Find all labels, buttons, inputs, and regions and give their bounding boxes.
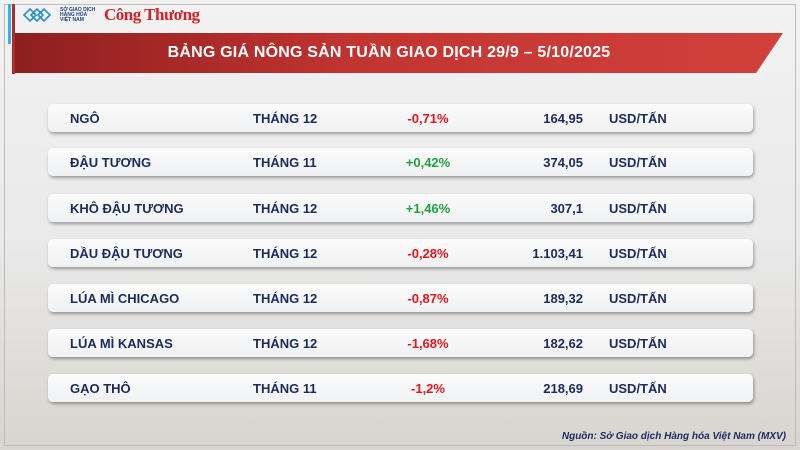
commodity-name: GẠO THÔ [70, 381, 131, 396]
price-change: -0,28% [407, 246, 449, 261]
title-banner: BẢNG GIÁ NÔNG SẢN TUẦN GIAO DỊCH 29/9 – … [15, 33, 783, 73]
price-change: +0,42% [405, 155, 451, 170]
price-change: -1,2% [411, 381, 445, 396]
header-logos: SỞ GIAO DỊCH HÀNG HÓA VIỆT NAM Công Thươ… [22, 5, 200, 25]
contract-month: THÁNG 11 [253, 155, 317, 170]
decor-stripe-blue [8, 4, 11, 44]
table-row: GẠO THÔ THÁNG 11 -1,2% 218,69 USD/TẤN [48, 374, 753, 402]
price-unit: USD/TẤN [609, 336, 667, 351]
price-change: -1,68% [407, 336, 449, 351]
price-unit: USD/TẤN [609, 381, 667, 396]
commodity-name: LÚA MÌ CHICAGO [70, 291, 180, 306]
contract-month: THÁNG 12 [253, 336, 318, 351]
price-value: 374,05 [543, 155, 583, 170]
price-value: 182,62 [543, 336, 583, 351]
price-unit: USD/TẤN [609, 246, 667, 261]
price-value: 307,1 [550, 201, 583, 216]
price-value: 189,32 [543, 291, 583, 306]
price-value: 218,69 [543, 381, 583, 396]
price-value: 1.103,41 [532, 246, 583, 261]
price-change: +1,46% [405, 201, 451, 216]
contract-month: THÁNG 12 [253, 291, 318, 306]
price-change: -0,71% [407, 111, 449, 126]
price-unit: USD/TẤN [609, 155, 667, 170]
price-unit: USD/TẤN [609, 201, 667, 216]
decor-stripe-red [12, 4, 15, 74]
table-row: KHÔ ĐẬU TƯƠNG THÁNG 12 +1,46% 307,1 USD/TẤN [48, 194, 753, 222]
contract-month: THÁNG 12 [253, 111, 318, 126]
commodity-name: ĐẬU TƯƠNG [70, 155, 152, 170]
mxv-logo-icon [22, 7, 52, 23]
commodity-name: LÚA MÌ KANSAS [70, 336, 173, 351]
commodity-name: KHÔ ĐẬU TƯƠNG [70, 201, 184, 216]
source-note: Nguồn: Sở Giao dịch Hàng hóa Việt Nam (M… [561, 431, 786, 442]
table-row: NGÔ THÁNG 12 -0,71% 164,95 USD/TẤN [48, 104, 753, 132]
price-value: 164,95 [543, 111, 583, 126]
frame-border [4, 4, 796, 446]
commodity-name: DẦU ĐẬU TƯƠNG [70, 246, 183, 261]
mxv-logo-text: SỞ GIAO DỊCH HÀNG HÓA VIỆT NAM [60, 6, 96, 23]
table-row: LÚA MÌ KANSAS THÁNG 12 -1,68% 182,62 USD/TẤN [48, 329, 753, 357]
price-unit: USD/TẤN [609, 111, 667, 126]
price-change: -0,87% [407, 291, 449, 306]
table-row: DẦU ĐẬU TƯƠNG THÁNG 12 -0,28% 1.103,41 USD/T… [48, 239, 753, 267]
contract-month: THÁNG 11 [253, 381, 317, 396]
contract-month: THÁNG 12 [253, 201, 318, 216]
price-unit: USD/TẤN [609, 291, 667, 306]
table-row: LÚA MÌ CHICAGO THÁNG 12 -0,87% 189,32 USD/TẤ… [48, 284, 753, 312]
commodity-name: NGÔ [70, 111, 100, 126]
table-row: ĐẬU TƯƠNG THÁNG 11 +0,42% 374,05 USD/TẤN [48, 148, 753, 176]
contract-month: THÁNG 12 [253, 246, 318, 261]
congthuong-logo: Công Thương [104, 5, 200, 24]
page-title: BẢNG GIÁ NÔNG SẢN TUẦN GIAO DỊCH 29/9 – … [167, 44, 611, 61]
